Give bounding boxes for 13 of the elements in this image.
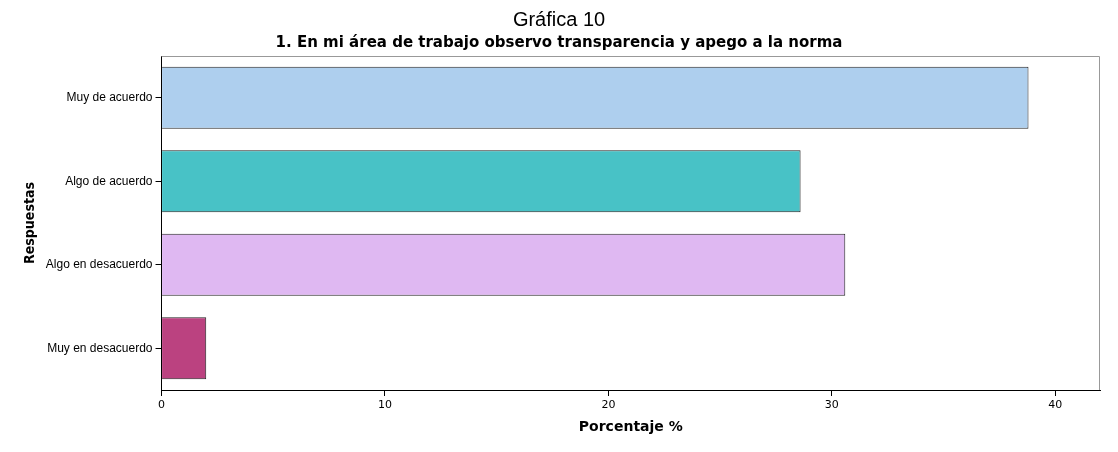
x-axis-title: Porcentaje % — [578, 418, 683, 435]
chart-title: Gráfica 10 — [512, 7, 606, 30]
x-tick-label: 20 — [601, 398, 616, 412]
chart-subtitle: 1. En mi área de trabajo observo transparencia y apego a la norma — [275, 32, 843, 51]
y-tick-label: Algo en desacuerdo — [45, 257, 153, 272]
y-tick-label: Muy de acuerdo — [66, 90, 153, 105]
y-tick-label: Muy en desacuerdo — [47, 340, 153, 355]
x-tick-label: 40 — [1048, 398, 1063, 412]
x-tick-label: 0 — [158, 398, 166, 412]
y-axis-title: Respuestas — [21, 182, 38, 264]
x-tick-label: 10 — [377, 398, 392, 412]
y-tick-label: Algo de acuerdo — [65, 173, 153, 188]
x-tick-label: 30 — [824, 398, 839, 412]
